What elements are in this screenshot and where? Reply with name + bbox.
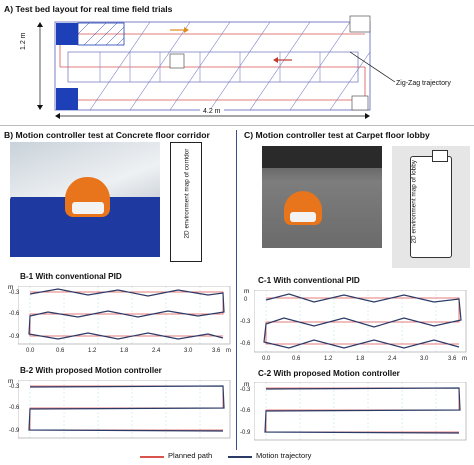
- direction-arrow-left-icon: [273, 57, 292, 63]
- corridor-map-label: 2D environment map of corridor: [183, 148, 191, 239]
- legend-motion-swatch: [228, 456, 252, 458]
- c1-ytick: 0: [244, 297, 248, 303]
- plot-c2: [254, 382, 467, 441]
- c1-xtick: 1.2: [324, 356, 333, 362]
- c1-ytick: -0.3: [240, 319, 251, 325]
- plot-b2: [18, 380, 231, 439]
- test-bed-layout-diagram: [37, 15, 396, 119]
- panel-c-title: C) Motion controller test at Carpet floo…: [244, 130, 430, 140]
- legend-planned-label: Planned path: [168, 451, 213, 460]
- annotation-pointer: [349, 51, 396, 83]
- height-label: 1.2 m: [20, 32, 27, 50]
- lobby-map-label: 2D environment map of lobby: [410, 160, 418, 244]
- c2-ytick: -0.3: [240, 387, 251, 393]
- plot-c2-title: C-2 With proposed Motion controller: [258, 369, 400, 378]
- c2-ytick: -0.9: [240, 430, 251, 436]
- zigzag-annotation: Zig-Zag trajectory: [396, 80, 451, 87]
- plot-b2-title: B-2 With proposed Motion controller: [20, 366, 162, 375]
- plot-b1-title: B-1 With conventional PID: [20, 272, 122, 281]
- b1-x-unit: m: [226, 348, 231, 354]
- c1-ytick: -0.6: [240, 341, 251, 347]
- lobby-photo: [262, 146, 382, 248]
- width-label: 4.2 m: [200, 108, 224, 115]
- b2-ytick: -0.9: [9, 428, 20, 434]
- panel-a-title: A) Test bed layout for real time field t…: [4, 4, 173, 14]
- c1-xtick: 2.4: [388, 356, 397, 362]
- c1-xtick: 3.0: [420, 356, 429, 362]
- b1-y-unit: m: [8, 284, 14, 291]
- b2-y-unit: m: [8, 378, 14, 385]
- plot-c1-title: C-1 With conventional PID: [258, 276, 360, 285]
- b1-ytick: -0.3: [9, 290, 20, 296]
- legend-planned-swatch: [140, 456, 164, 458]
- b1-xtick: 3.6: [212, 348, 221, 354]
- b1-ytick: -0.9: [9, 334, 20, 340]
- vertical-divider: [236, 130, 237, 450]
- horizontal-divider: [0, 125, 474, 126]
- b1-ytick: -0.6: [9, 311, 20, 317]
- legend-motion-label: Motion trajectory: [256, 451, 312, 460]
- direction-arrow-right-icon: [170, 27, 189, 33]
- corridor-photo: [10, 142, 160, 257]
- b2-ytick: -0.3: [9, 384, 20, 390]
- b1-xtick: 1.8: [120, 348, 129, 354]
- c1-xtick: 0.0: [262, 356, 271, 362]
- panel-b-title: B) Motion controller test at Concrete fl…: [4, 130, 210, 140]
- b1-xtick: 1.2: [88, 348, 97, 354]
- b1-xtick: 3.0: [184, 348, 193, 354]
- c2-y-unit: m: [244, 381, 250, 388]
- c1-x-unit: m: [462, 356, 467, 362]
- b1-xtick: 2.4: [152, 348, 161, 354]
- c1-xtick: 3.6: [448, 356, 457, 362]
- b1-xtick: 0.6: [56, 348, 65, 354]
- b2-ytick: -0.6: [9, 405, 20, 411]
- c1-xtick: 1.8: [356, 356, 365, 362]
- plot-b1: [18, 286, 231, 345]
- plot-c1: [254, 290, 467, 353]
- corridor-map: [170, 142, 202, 262]
- c1-y-unit: m: [244, 288, 250, 295]
- c2-ytick: -0.6: [240, 408, 251, 414]
- c1-xtick: 0.6: [292, 356, 301, 362]
- lobby-map: [392, 146, 470, 268]
- b1-xtick: 0.0: [26, 348, 35, 354]
